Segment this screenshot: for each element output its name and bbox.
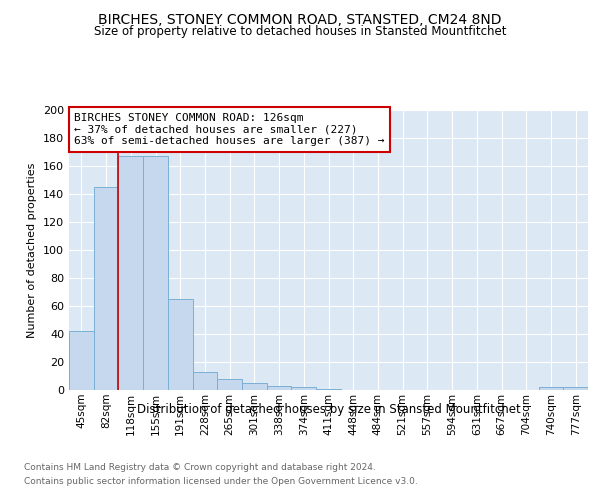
Bar (168, 299, 193, 390)
Bar (539, 387, 563, 390)
Text: Contains public sector information licensed under the Open Government Licence v3: Contains public sector information licen… (24, 477, 418, 486)
Bar (69, 331, 94, 390)
Bar (292, 387, 316, 390)
Text: Size of property relative to detached houses in Stansted Mountfitchet: Size of property relative to detached ho… (94, 25, 506, 38)
Bar (267, 386, 292, 390)
Bar (94, 187, 118, 390)
Text: Contains HM Land Registry data © Crown copyright and database right 2024.: Contains HM Land Registry data © Crown c… (24, 464, 376, 472)
Bar (193, 372, 217, 390)
Bar (242, 383, 267, 390)
Text: BIRCHES STONEY COMMON ROAD: 126sqm
← 37% of detached houses are smaller (227)
63: BIRCHES STONEY COMMON ROAD: 126sqm ← 37%… (74, 113, 385, 146)
Y-axis label: Number of detached properties: Number of detached properties (28, 162, 37, 338)
Bar (217, 379, 242, 390)
Bar (118, 156, 143, 390)
Bar (316, 388, 341, 390)
Text: BIRCHES, STONEY COMMON ROAD, STANSTED, CM24 8ND: BIRCHES, STONEY COMMON ROAD, STANSTED, C… (98, 12, 502, 26)
Bar (563, 387, 588, 390)
Bar (143, 156, 168, 390)
Text: Distribution of detached houses by size in Stansted Mountfitchet: Distribution of detached houses by size … (137, 402, 521, 415)
